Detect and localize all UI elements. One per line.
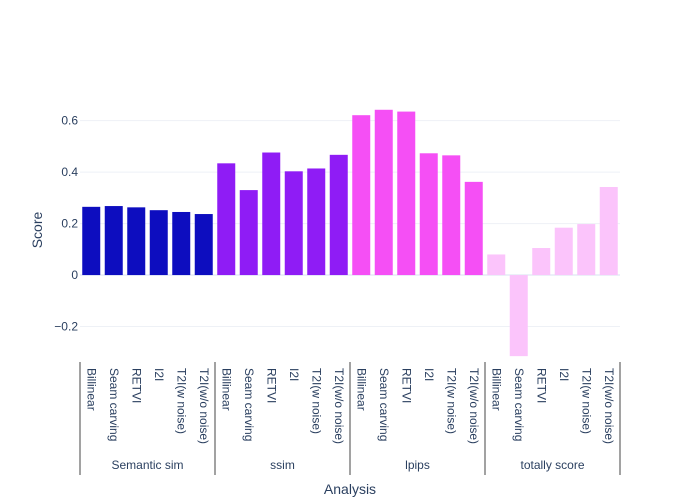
group-label: Semantic sim bbox=[111, 458, 183, 472]
bar bbox=[577, 224, 596, 276]
y-axis-ticks: −0.2 0 0.2 0.4 0.6 bbox=[54, 114, 78, 334]
x-tick-label: Billinear bbox=[219, 368, 233, 411]
x-tick-label: Billinear bbox=[354, 368, 368, 411]
y-tick-label: 0 bbox=[71, 268, 78, 282]
bars bbox=[82, 109, 618, 357]
bar bbox=[419, 153, 438, 276]
x-axis-groups: Semantic sim ssim lpips totally score bbox=[79, 362, 621, 475]
bar bbox=[307, 168, 326, 276]
x-tick-label: T2I(w/o noise) bbox=[197, 368, 211, 444]
x-tick-label: RETVI bbox=[534, 368, 548, 403]
y-tick-label: −0.2 bbox=[54, 320, 78, 334]
y-tick-label: 0.2 bbox=[61, 217, 78, 231]
x-tick-label: I2I bbox=[152, 368, 166, 381]
bar bbox=[172, 211, 191, 276]
bar bbox=[554, 227, 573, 276]
x-tick-label: T2I(w noise) bbox=[309, 368, 323, 434]
x-tick-label: I2I bbox=[557, 368, 571, 381]
x-axis-ticks: Billinear Seam carving RETVI I2I T2I(w noise… bbox=[84, 368, 616, 444]
x-tick-label: Billinear bbox=[84, 368, 98, 411]
x-tick-label: T2I(w/o noise) bbox=[467, 368, 481, 444]
grid-lines bbox=[80, 120, 620, 328]
bar bbox=[149, 210, 168, 276]
bar bbox=[442, 155, 461, 276]
x-tick-label: I2I bbox=[422, 368, 436, 381]
x-tick-label: Billinear bbox=[489, 368, 503, 411]
bar bbox=[374, 109, 393, 276]
x-tick-label: T2I(w noise) bbox=[579, 368, 593, 434]
x-tick-label: T2I(w noise) bbox=[444, 368, 458, 434]
x-tick-label: T2I(w/o noise) bbox=[332, 368, 346, 444]
x-tick-label: Seam carving bbox=[377, 368, 391, 441]
x-tick-label: T2I(w/o noise) bbox=[602, 368, 616, 444]
bar bbox=[532, 248, 551, 276]
y-tick-label: 0.6 bbox=[61, 114, 78, 128]
x-tick-label: RETVI bbox=[264, 368, 278, 403]
y-tick-label: 0.4 bbox=[61, 165, 78, 179]
bar bbox=[599, 187, 618, 276]
x-tick-label: RETVI bbox=[399, 368, 413, 403]
bar bbox=[239, 190, 258, 276]
bar bbox=[104, 206, 123, 276]
group-label: lpips bbox=[405, 458, 430, 472]
bar bbox=[352, 115, 371, 276]
bar bbox=[284, 171, 303, 276]
x-axis-title: Analysis bbox=[324, 481, 376, 497]
bar bbox=[487, 254, 506, 276]
group-label: ssim bbox=[270, 458, 295, 472]
x-tick-label: Seam carving bbox=[242, 368, 256, 441]
bar bbox=[397, 111, 416, 276]
x-tick-label: T2I(w noise) bbox=[174, 368, 188, 434]
bar bbox=[509, 275, 528, 357]
bar bbox=[82, 206, 101, 276]
bar bbox=[329, 154, 348, 276]
bar bbox=[217, 163, 236, 276]
x-tick-label: Seam carving bbox=[107, 368, 121, 441]
bar bbox=[194, 214, 213, 276]
y-axis-title: Score bbox=[29, 212, 45, 249]
bar bbox=[127, 207, 146, 276]
x-tick-label: RETVI bbox=[129, 368, 143, 403]
group-label: totally score bbox=[520, 458, 584, 472]
bar bbox=[464, 181, 483, 276]
x-tick-label: I2I bbox=[287, 368, 301, 381]
bar bbox=[262, 152, 281, 276]
x-tick-label: Seam carving bbox=[512, 368, 526, 441]
